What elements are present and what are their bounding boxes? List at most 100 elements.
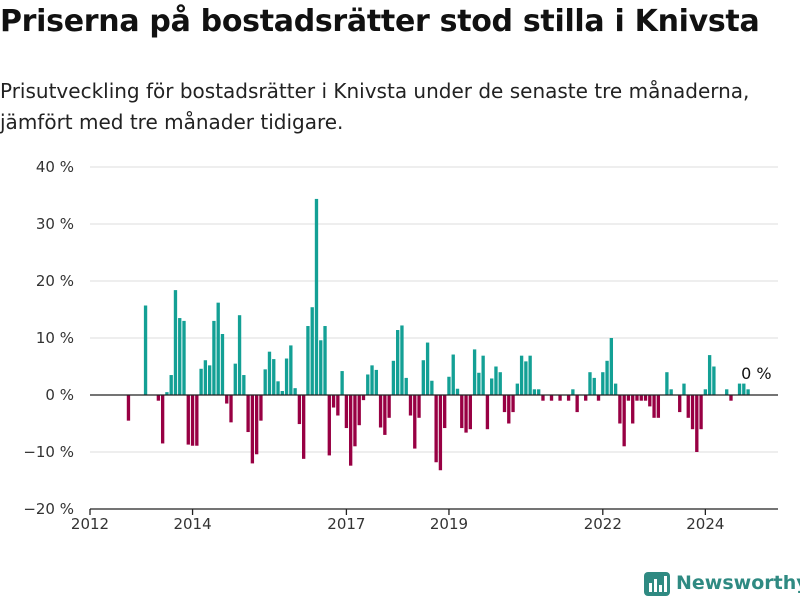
bar (549, 395, 554, 401)
bar (438, 395, 443, 471)
bar (310, 307, 314, 395)
bar (254, 395, 259, 455)
last-value-annotation: 0 % (741, 364, 771, 383)
bar (361, 395, 366, 401)
bar (301, 395, 306, 459)
x-tick-label: 2017 (327, 515, 365, 530)
bar (613, 383, 618, 395)
bar (314, 198, 319, 395)
bar (682, 383, 686, 395)
bar (229, 395, 233, 423)
y-tick-label: 0 % (45, 386, 74, 404)
chart-axes (89, 394, 778, 515)
bar (340, 371, 344, 395)
tick-labels: −20 % −10 % 0 % 10 % 20 % 30 % 40 % 2012 2014 201… (23, 158, 771, 530)
x-tick-label: 2019 (430, 515, 468, 530)
bar (344, 395, 349, 429)
bar (220, 334, 225, 395)
bar (160, 395, 165, 444)
bar (455, 388, 460, 395)
chart-title: Priserna på bostadsrätter stod stilla i … (0, 4, 760, 39)
chart-subtitle: Prisutveckling för bostadsrätter i Knivs… (0, 79, 750, 134)
bar (464, 395, 468, 433)
bar (537, 389, 541, 395)
bar (327, 395, 331, 456)
x-tick-label: 2012 (71, 515, 109, 530)
bar (250, 395, 255, 464)
bar (472, 349, 477, 395)
bar (233, 363, 237, 395)
y-tick-label: 20 % (36, 272, 74, 290)
bar (434, 395, 438, 463)
bar (686, 395, 690, 418)
x-tick-label: 2022 (584, 515, 622, 530)
bar (331, 395, 336, 408)
bar (190, 395, 195, 446)
bar (336, 395, 340, 416)
bar (165, 392, 169, 395)
bar (618, 395, 622, 424)
bar (468, 395, 472, 430)
bar (173, 290, 178, 395)
bar (186, 395, 190, 445)
bar (528, 355, 532, 395)
bar (225, 395, 229, 404)
bar (289, 345, 293, 395)
bar (746, 389, 750, 395)
bar (575, 395, 579, 413)
bar (323, 326, 327, 395)
bar (391, 360, 396, 395)
newsworthy-logo: Newsworthy (644, 568, 800, 598)
bar (725, 389, 729, 395)
bar (707, 355, 712, 395)
bar (421, 360, 425, 395)
bar (532, 389, 537, 395)
bar (460, 395, 464, 429)
bar (498, 372, 502, 395)
bar (635, 395, 639, 401)
bar (524, 361, 528, 395)
bar (447, 376, 451, 395)
bar (396, 330, 400, 395)
bar (588, 372, 592, 395)
bar (374, 369, 378, 395)
bar (259, 395, 263, 421)
bar (737, 383, 742, 395)
bar (242, 375, 246, 395)
bar (643, 395, 648, 401)
bar (404, 377, 408, 395)
x-tick-label: 2024 (686, 515, 724, 530)
bar (280, 391, 284, 395)
grid-lines (90, 166, 778, 453)
bar (297, 395, 302, 425)
bar (622, 395, 626, 447)
bar (507, 395, 511, 424)
bar (353, 395, 357, 447)
bar (276, 381, 280, 395)
bar (648, 395, 652, 407)
bar (639, 395, 643, 401)
bar (678, 395, 682, 413)
bar (703, 389, 708, 395)
bar (387, 395, 391, 418)
bar (451, 354, 455, 395)
bar (690, 395, 695, 430)
bar (430, 380, 434, 395)
bar (502, 395, 507, 413)
bar (199, 368, 203, 395)
bar (490, 378, 494, 395)
bar (212, 320, 216, 395)
bar (306, 326, 310, 395)
bar (541, 395, 545, 401)
bar (378, 395, 383, 428)
bar (699, 395, 703, 430)
bar (742, 383, 746, 395)
bar (237, 315, 242, 395)
bar (203, 360, 208, 395)
bar (481, 355, 485, 395)
brand-name: Newsworthy (676, 572, 800, 594)
bar (695, 395, 699, 452)
bar (272, 359, 276, 395)
bar (631, 395, 635, 424)
bar (665, 372, 669, 395)
